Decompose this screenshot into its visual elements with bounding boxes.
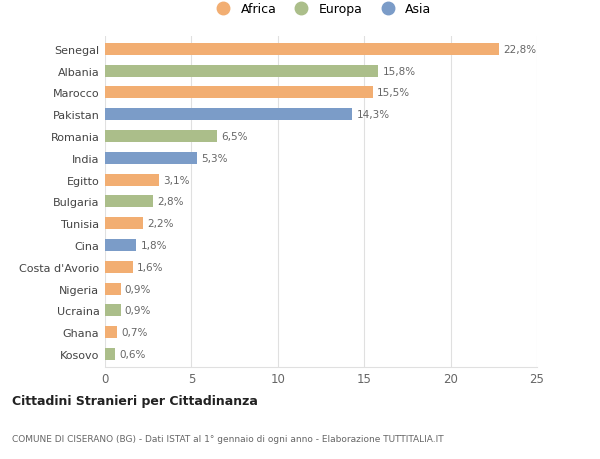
Bar bbox=[105, 196, 154, 208]
Text: 6,5%: 6,5% bbox=[221, 132, 248, 142]
Bar bbox=[105, 66, 378, 78]
Text: 2,8%: 2,8% bbox=[158, 197, 184, 207]
Legend: Africa, Europa, Asia: Africa, Europa, Asia bbox=[211, 3, 431, 16]
Text: 15,5%: 15,5% bbox=[377, 88, 410, 98]
Text: 1,8%: 1,8% bbox=[140, 241, 167, 251]
Bar bbox=[105, 283, 121, 295]
Bar bbox=[105, 152, 197, 164]
Bar bbox=[105, 261, 133, 273]
Text: COMUNE DI CISERANO (BG) - Dati ISTAT al 1° gennaio di ogni anno - Elaborazione T: COMUNE DI CISERANO (BG) - Dati ISTAT al … bbox=[12, 434, 443, 442]
Text: 0,7%: 0,7% bbox=[121, 327, 148, 337]
Bar bbox=[105, 87, 373, 99]
Text: 2,2%: 2,2% bbox=[148, 218, 174, 229]
Bar bbox=[105, 44, 499, 56]
Text: 0,6%: 0,6% bbox=[119, 349, 146, 359]
Bar bbox=[105, 305, 121, 317]
Text: 3,1%: 3,1% bbox=[163, 175, 190, 185]
Text: Cittadini Stranieri per Cittadinanza: Cittadini Stranieri per Cittadinanza bbox=[12, 394, 258, 407]
Text: 15,8%: 15,8% bbox=[382, 67, 415, 77]
Bar bbox=[105, 131, 217, 143]
Bar bbox=[105, 240, 136, 252]
Text: 0,9%: 0,9% bbox=[125, 284, 151, 294]
Bar bbox=[105, 109, 352, 121]
Text: 14,3%: 14,3% bbox=[356, 110, 389, 120]
Text: 1,6%: 1,6% bbox=[137, 262, 163, 272]
Text: 0,9%: 0,9% bbox=[125, 306, 151, 316]
Bar bbox=[105, 218, 143, 230]
Bar bbox=[105, 174, 158, 186]
Bar bbox=[105, 348, 115, 360]
Bar bbox=[105, 326, 117, 338]
Text: 22,8%: 22,8% bbox=[503, 45, 536, 55]
Text: 5,3%: 5,3% bbox=[201, 153, 227, 163]
